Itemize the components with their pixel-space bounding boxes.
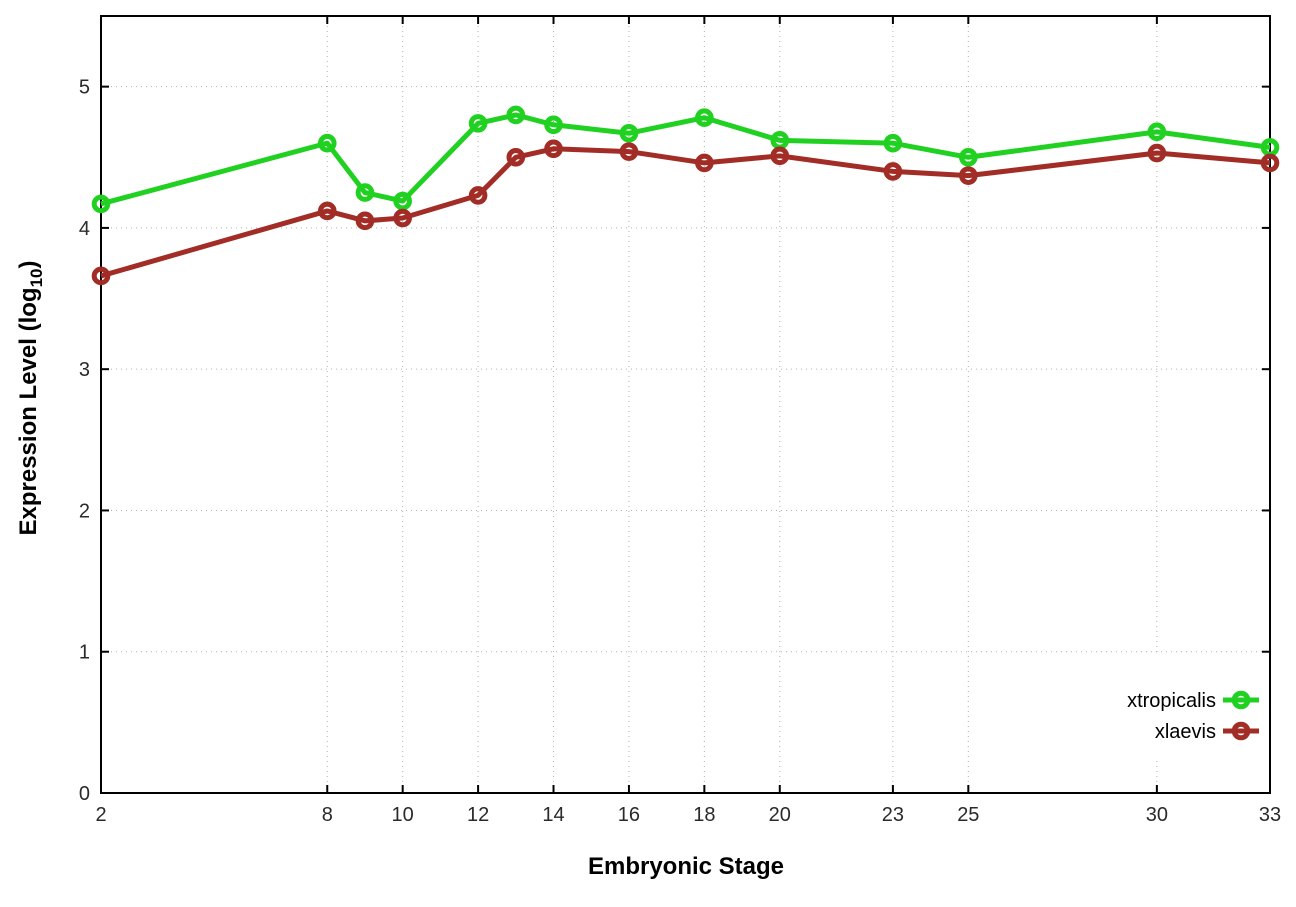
x-tick-label-20: 20 xyxy=(769,804,791,826)
marker-xtropicalis-stage-2 xyxy=(91,194,111,214)
x-tick-label-33: 33 xyxy=(1259,804,1281,826)
y-axis-title-suffix: ) xyxy=(15,261,42,269)
marker-xtropicalis-stage-13 xyxy=(506,105,526,125)
y-tick-label-5: 5 xyxy=(79,77,90,99)
marker-xlaevis-stage-14 xyxy=(544,139,563,159)
y-axis-title-subscript: 10 xyxy=(27,269,46,288)
marker-xlaevis-stage-12 xyxy=(468,186,488,205)
marker-xlaevis-stage-23 xyxy=(883,162,903,181)
y-tick-label-0: 0 xyxy=(79,783,90,805)
marker-xlaevis-stage-2 xyxy=(91,266,111,286)
marker-xtropicalis-stage-30 xyxy=(1147,122,1167,142)
y-tick-label-4: 4 xyxy=(79,218,90,240)
legend-label-xlaevis: xlaevis xyxy=(1155,721,1216,743)
y-axis-title-prefix: Expression Level (log xyxy=(15,287,42,535)
y-tick-label-3: 3 xyxy=(79,359,90,381)
x-tick-label-16: 16 xyxy=(618,804,640,826)
x-tick-label-30: 30 xyxy=(1146,804,1168,826)
marker-xlaevis-stage-20 xyxy=(770,146,790,166)
marker-xlaevis-stage-10 xyxy=(393,208,412,228)
marker-xtropicalis-stage-12 xyxy=(468,114,488,133)
plot-frame xyxy=(100,15,1271,794)
marker-xtropicalis-stage-9 xyxy=(355,183,375,202)
data-series xyxy=(91,105,1280,286)
marker-xlaevis-stage-18 xyxy=(695,153,714,173)
marker-xlaevis-stage-13 xyxy=(506,147,526,167)
marker-xlaevis-stage-30 xyxy=(1147,143,1167,163)
marker-xlaevis-stage-16 xyxy=(619,142,639,161)
legend-marker-xtropicalis xyxy=(1231,690,1251,710)
marker-xtropicalis-stage-10 xyxy=(393,191,412,211)
plot-border xyxy=(100,15,1271,794)
marker-xtropicalis-stage-25 xyxy=(959,147,978,167)
x-axis-title: Embryonic Stage xyxy=(588,853,784,880)
marker-xtropicalis-stage-16 xyxy=(619,123,639,143)
marker-xtropicalis-stage-14 xyxy=(544,115,563,135)
marker-xlaevis-stage-25 xyxy=(959,166,978,185)
x-tick-label-14: 14 xyxy=(542,804,564,826)
legend-label-xtropicalis: xtropicalis xyxy=(1127,690,1216,712)
y-axis-title: Expression Level (log10) xyxy=(15,261,46,536)
y-tick-label-2: 2 xyxy=(79,500,90,522)
x-tick-label-2: 2 xyxy=(95,804,106,826)
legend: xtropicalis xlaevis xyxy=(1127,690,1259,743)
y-tick-label-1: 1 xyxy=(79,642,90,664)
marker-xtropicalis-stage-8 xyxy=(317,133,337,153)
marker-xlaevis-stage-8 xyxy=(317,201,337,221)
x-tick-label-10: 10 xyxy=(392,804,414,826)
legend-marker-xlaevis xyxy=(1231,721,1251,741)
marker-xtropicalis-stage-18 xyxy=(695,108,714,128)
x-tick-label-25: 25 xyxy=(957,804,979,826)
series-line-xlaevis xyxy=(100,146,1271,279)
x-tick-label-12: 12 xyxy=(467,804,489,826)
axis-ticks xyxy=(100,16,1271,794)
x-tick-label-23: 23 xyxy=(882,804,904,826)
marker-xlaevis-stage-33 xyxy=(1260,153,1280,173)
x-tick-label-8: 8 xyxy=(322,804,333,826)
marker-xtropicalis-stage-23 xyxy=(883,133,903,153)
marker-xlaevis-stage-9 xyxy=(355,211,375,231)
x-tick-label-18: 18 xyxy=(693,804,715,826)
